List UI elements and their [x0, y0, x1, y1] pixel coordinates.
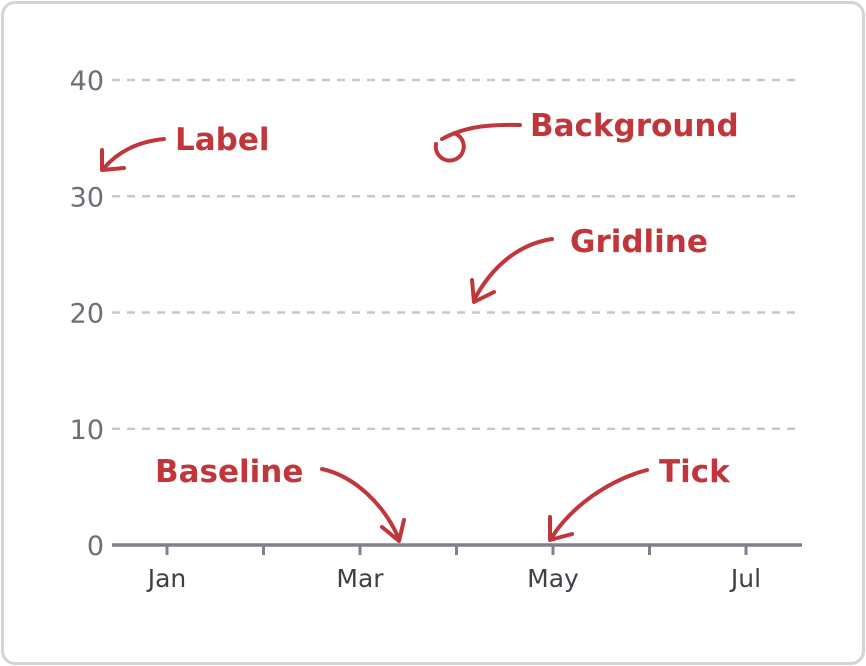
y-tick-labels: 0 10 20 30 40: [70, 66, 104, 562]
baseline-arrowhead: [380, 518, 406, 543]
x-tick-labels: Jan Mar May Jul: [146, 564, 761, 593]
y-tick-label-20: 20: [70, 299, 104, 330]
annotation-background: Background: [530, 108, 739, 144]
gridline-arrowhead: [470, 278, 496, 304]
annotation-gridline: Gridline: [570, 224, 708, 260]
y-tick-label-0: 0: [87, 531, 104, 562]
x-tick-label-mar: Mar: [336, 564, 384, 593]
tick-arrowhead: [548, 515, 574, 542]
y-tick-label-40: 40: [70, 66, 104, 97]
baseline-arrow: [320, 467, 401, 541]
background-circle: [433, 132, 466, 163]
annotation-baseline: Baseline: [155, 454, 303, 490]
x-axis: [112, 543, 802, 555]
annotation-label: Label: [175, 122, 270, 158]
x-tick-label-jul: Jul: [729, 564, 761, 593]
background-arrow: [440, 122, 522, 141]
gridline-arrow: [472, 237, 554, 302]
annotation-tick: Tick: [659, 454, 731, 490]
y-tick-label-30: 30: [70, 182, 104, 213]
x-tick-label-may: May: [527, 564, 579, 593]
y-tick-label-10: 10: [70, 415, 104, 446]
label-arrowhead: [100, 148, 126, 172]
label-arrow: [102, 137, 166, 170]
gridlines: [112, 78, 802, 430]
tick-arrow: [550, 468, 649, 539]
x-tick-label-jan: Jan: [146, 564, 187, 593]
